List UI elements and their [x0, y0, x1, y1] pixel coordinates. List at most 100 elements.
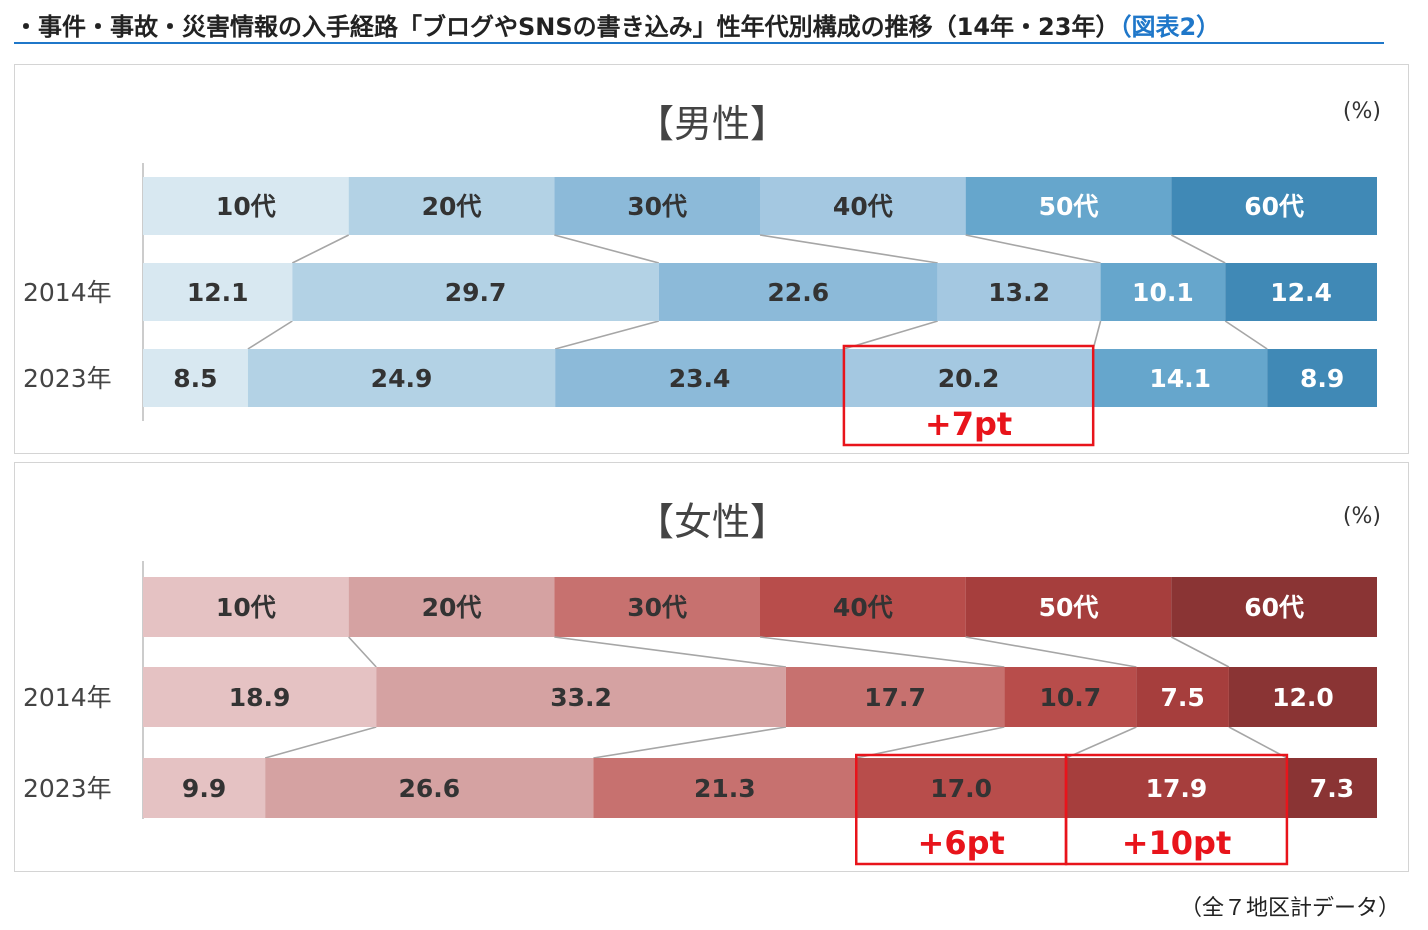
- connector-line: [1092, 320, 1102, 350]
- header-label: 30代: [627, 192, 687, 221]
- header-segment-2: [348, 577, 555, 637]
- connector-line: [1065, 726, 1137, 759]
- data-label: 21.3: [694, 774, 756, 803]
- connector-line: [247, 320, 293, 350]
- connector-line: [1224, 320, 1268, 350]
- data-label: 7.5: [1160, 683, 1204, 712]
- header-label: 60代: [1244, 192, 1304, 221]
- data-label: 17.7: [864, 683, 926, 712]
- data-label: 20.2: [938, 364, 1000, 393]
- data-label: 10.1: [1132, 278, 1194, 307]
- header-segment-2: [348, 177, 555, 235]
- male-chart: 【男性】 (%) 10代 20代 30代 40代 50代 60代 2014年 12.1 29.7 22…: [23, 99, 1381, 447]
- data-label: 7.3: [1310, 774, 1354, 803]
- change-annotation: +10pt: [1122, 824, 1232, 862]
- title-underline: [14, 42, 1384, 44]
- connector-line: [554, 234, 660, 264]
- connector-line: [965, 636, 1137, 668]
- header-segment-6: [1171, 177, 1377, 235]
- bar-segment-1-4: [937, 263, 1101, 321]
- header-label: 50代: [1039, 593, 1099, 622]
- connector-line: [856, 726, 1005, 759]
- data-label: 33.2: [550, 683, 612, 712]
- header-segment-5: [965, 177, 1172, 235]
- bar-segment-2-1: [143, 349, 248, 407]
- female-chart-panel: 【女性】 (%) 10代 20代 30代 40代 50代 60代 2014年 18.9 33.2 17…: [14, 462, 1409, 872]
- bar-segment-1-3: [658, 263, 938, 321]
- bar-segment-1-3: [785, 667, 1005, 727]
- bar-segment-2-2: [247, 349, 556, 407]
- connector-line: [759, 234, 938, 264]
- data-label: 23.4: [669, 364, 731, 393]
- connector-line: [843, 320, 938, 350]
- bar-segment-1-1: [143, 263, 293, 321]
- connector-line: [593, 726, 787, 759]
- bar-segment-2-2: [265, 758, 594, 818]
- data-label: 17.0: [930, 774, 992, 803]
- data-label: 13.2: [988, 278, 1050, 307]
- connector-line: [264, 726, 377, 759]
- header-segment-4: [760, 177, 966, 235]
- connector-line: [965, 234, 1101, 264]
- connector-line: [759, 636, 1005, 668]
- bar-segment-1-5: [1136, 667, 1229, 727]
- header-label: 60代: [1244, 593, 1304, 622]
- row-label: 2023年: [23, 364, 112, 393]
- data-label: 14.1: [1149, 364, 1211, 393]
- bar-segment-2-3: [555, 349, 844, 407]
- bar-segment-2-4: [843, 349, 1094, 407]
- bar-segment-1-2: [376, 667, 786, 727]
- data-label: 17.9: [1146, 774, 1208, 803]
- header-segment-1: [143, 177, 349, 235]
- header-segment-5: [965, 577, 1172, 637]
- connector-line: [1170, 234, 1226, 264]
- header-segment-3: [554, 177, 760, 235]
- change-annotation: +7pt: [925, 405, 1012, 443]
- bar-segment-1-1: [143, 667, 377, 727]
- change-annotation: +6pt: [918, 824, 1005, 862]
- connector-line: [348, 636, 377, 668]
- data-label: 18.9: [229, 683, 291, 712]
- connector-line: [554, 636, 787, 668]
- bar-segment-1-5: [1100, 263, 1226, 321]
- data-label: 24.9: [371, 364, 433, 393]
- data-label: 8.9: [1300, 364, 1344, 393]
- figure-reference: （図表2）: [1119, 13, 1221, 41]
- unit-label: (%): [1343, 99, 1381, 124]
- connector-line: [1228, 726, 1288, 759]
- highlight-box: [842, 344, 1095, 447]
- footnote: （全７地区計データ）: [1179, 896, 1400, 921]
- header-segment-6: [1171, 577, 1377, 637]
- header-segment-3: [554, 577, 760, 637]
- row-label: 2014年: [23, 278, 112, 307]
- header-label: 10代: [216, 593, 276, 622]
- connector-line: [1170, 636, 1230, 668]
- data-label: 22.6: [767, 278, 829, 307]
- data-label: 12.4: [1270, 278, 1332, 307]
- header-segment-4: [760, 577, 966, 637]
- male-chart-panel: 【男性】 (%) 10代 20代 30代 40代 50代 60代 2014年 12.1 29.7 22…: [14, 64, 1409, 454]
- unit-label: (%): [1343, 504, 1381, 529]
- bar-segment-2-5: [1066, 758, 1287, 818]
- header-segment-1: [143, 577, 349, 637]
- header-label: 40代: [833, 593, 893, 622]
- chart-title: 【男性】: [636, 102, 788, 146]
- bar-segment-2-6: [1267, 349, 1377, 407]
- row-label: 2023年: [23, 774, 112, 803]
- bar-segment-1-4: [1004, 667, 1137, 727]
- bar-segment-2-1: [143, 758, 266, 818]
- bar-segment-1-6: [1225, 263, 1377, 321]
- data-label: 12.0: [1272, 683, 1334, 712]
- bar-segment-2-3: [593, 758, 857, 818]
- bar-segment-2-5: [1093, 349, 1268, 407]
- data-label: 9.9: [182, 774, 226, 803]
- data-label: 8.5: [173, 364, 217, 393]
- header-label: 30代: [627, 593, 687, 622]
- data-label: 29.7: [445, 278, 507, 307]
- header-label: 20代: [422, 593, 482, 622]
- header-label: 10代: [216, 192, 276, 221]
- data-label: 10.7: [1040, 683, 1102, 712]
- data-label: 12.1: [187, 278, 249, 307]
- bar-segment-1-2: [292, 263, 659, 321]
- data-label: 26.6: [398, 774, 460, 803]
